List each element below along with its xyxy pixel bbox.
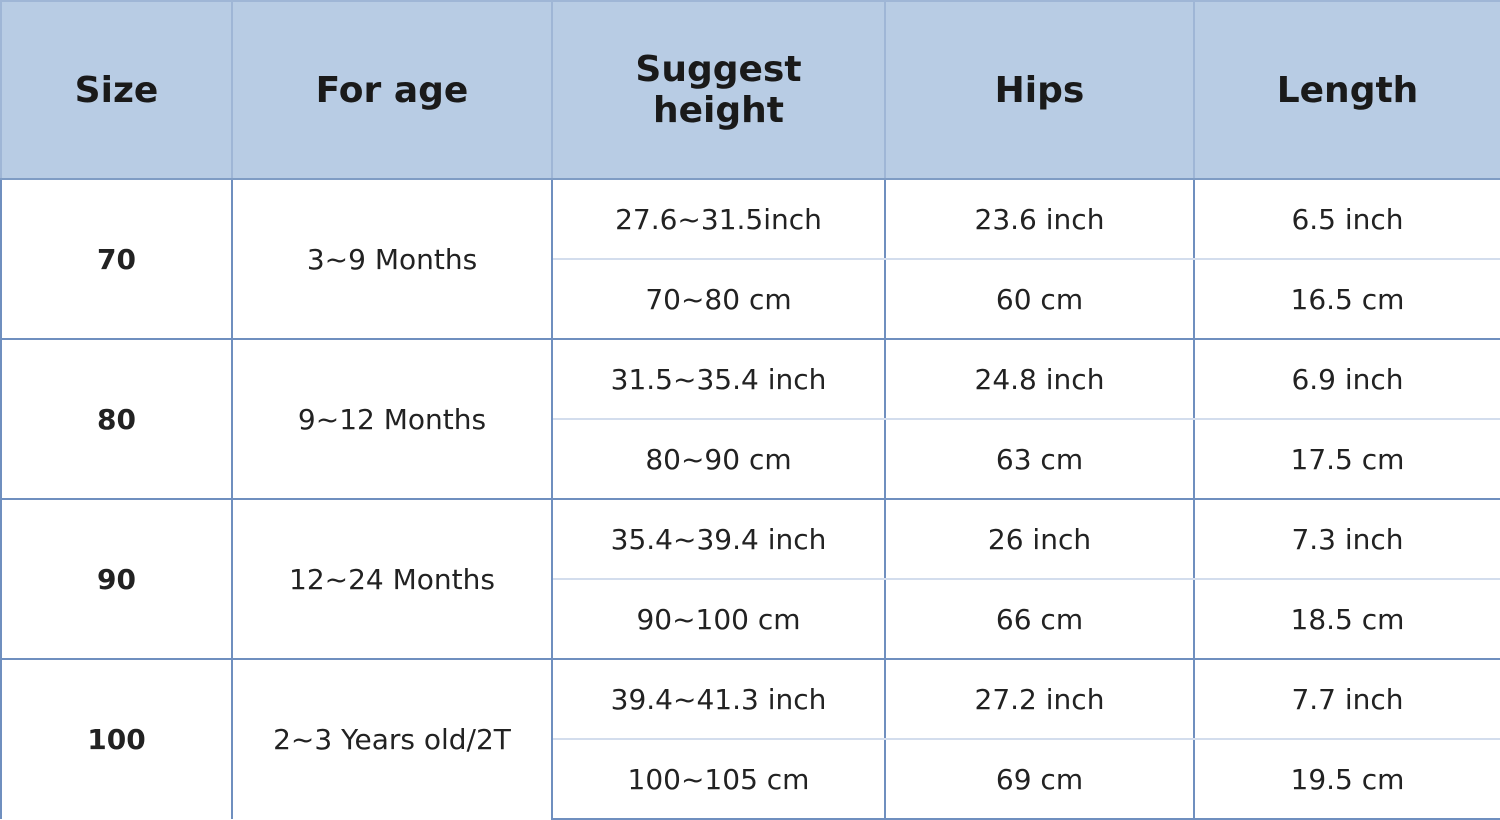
age-cell: 3~9 Months bbox=[231, 178, 553, 339]
measure-cell: 27.2 inch bbox=[884, 658, 1195, 740]
table-row: 70~80 cm 60 cm 16.5 cm bbox=[1, 259, 1500, 340]
table-row: 90 12~24 Months 35.4~39.4 inch 26 inch 7.3 i… bbox=[0, 498, 1500, 659]
age-cell: 2~3 Years old/2T bbox=[231, 658, 553, 819]
size-cell: 100 bbox=[0, 658, 233, 819]
header-text: Suggest height bbox=[635, 49, 802, 131]
measure-cell: 16.5 cm bbox=[1193, 259, 1500, 340]
measure-cell: 63 cm bbox=[884, 419, 1195, 500]
measure-cell: 100~105 cm bbox=[551, 739, 886, 820]
table-row: 70 3~9 Months 27.6~31.5inch 23.6 inch 6.5 in… bbox=[0, 178, 1500, 339]
measure-cell: 70~80 cm bbox=[551, 259, 886, 340]
table-row: 80 9~12 Months 31.5~35.4 inch 24.8 inch 6.9 … bbox=[0, 338, 1500, 499]
measure-cell: 90~100 cm bbox=[551, 579, 886, 660]
header-cell: Size bbox=[0, 0, 233, 180]
table-header: Size For age Suggest height Hips Length bbox=[0, 0, 1500, 180]
measure-cell: 60 cm bbox=[884, 259, 1195, 340]
header-text: Length bbox=[1276, 69, 1419, 111]
age-cell: 9~12 Months bbox=[231, 338, 553, 499]
measure-cell: 6.5 inch bbox=[1193, 178, 1500, 260]
table-row: 80~90 cm 63 cm 17.5 cm bbox=[1, 419, 1500, 500]
measure-cell: 24.8 inch bbox=[884, 338, 1195, 420]
measure-cell: 19.5 cm bbox=[1193, 739, 1500, 820]
header-text: For age bbox=[315, 69, 469, 111]
measure-cell: 18.5 cm bbox=[1193, 579, 1500, 660]
table-row: 100 2~3 Years old/2T 39.4~41.3 inch 27.2 in… bbox=[0, 658, 1500, 819]
measure-cell: 35.4~39.4 inch bbox=[551, 498, 886, 580]
header-text: Hips bbox=[994, 69, 1085, 111]
measure-cell: 66 cm bbox=[884, 579, 1195, 660]
measure-cell: 31.5~35.4 inch bbox=[551, 338, 886, 420]
measure-cell: 80~90 cm bbox=[551, 419, 886, 500]
measure-cell: 69 cm bbox=[884, 739, 1195, 820]
header-cell: Length bbox=[1193, 0, 1500, 180]
size-cell: 70 bbox=[0, 178, 233, 339]
measure-cell: 26 inch bbox=[884, 498, 1195, 580]
measure-cell: 6.9 inch bbox=[1193, 338, 1500, 420]
table-row: 100~105 cm 69 cm 19.5 cm bbox=[1, 739, 1500, 820]
measure-cell: 23.6 inch bbox=[884, 178, 1195, 260]
header-cell: Hips bbox=[884, 0, 1195, 180]
measure-cell: 39.4~41.3 inch bbox=[551, 658, 886, 740]
header-cell: Suggest height bbox=[551, 0, 886, 180]
header-text: Size bbox=[74, 69, 159, 111]
header-cell: For age bbox=[231, 0, 553, 180]
table-row: 90~100 cm 66 cm 18.5 cm bbox=[1, 579, 1500, 660]
measure-cell: 27.6~31.5inch bbox=[551, 178, 886, 260]
size-cell: 80 bbox=[0, 338, 233, 499]
measure-cell: 7.3 inch bbox=[1193, 498, 1500, 580]
age-cell: 12~24 Months bbox=[231, 498, 553, 659]
header-row: Size For age Suggest height Hips Length bbox=[0, 0, 1500, 180]
measure-cell: 7.7 inch bbox=[1193, 658, 1500, 740]
measure-cell: 17.5 cm bbox=[1193, 419, 1500, 500]
size-cell: 90 bbox=[0, 498, 233, 659]
table-body: 70 3~9 Months 27.6~31.5inch 23.6 inch 6.5 in… bbox=[0, 178, 1500, 820]
